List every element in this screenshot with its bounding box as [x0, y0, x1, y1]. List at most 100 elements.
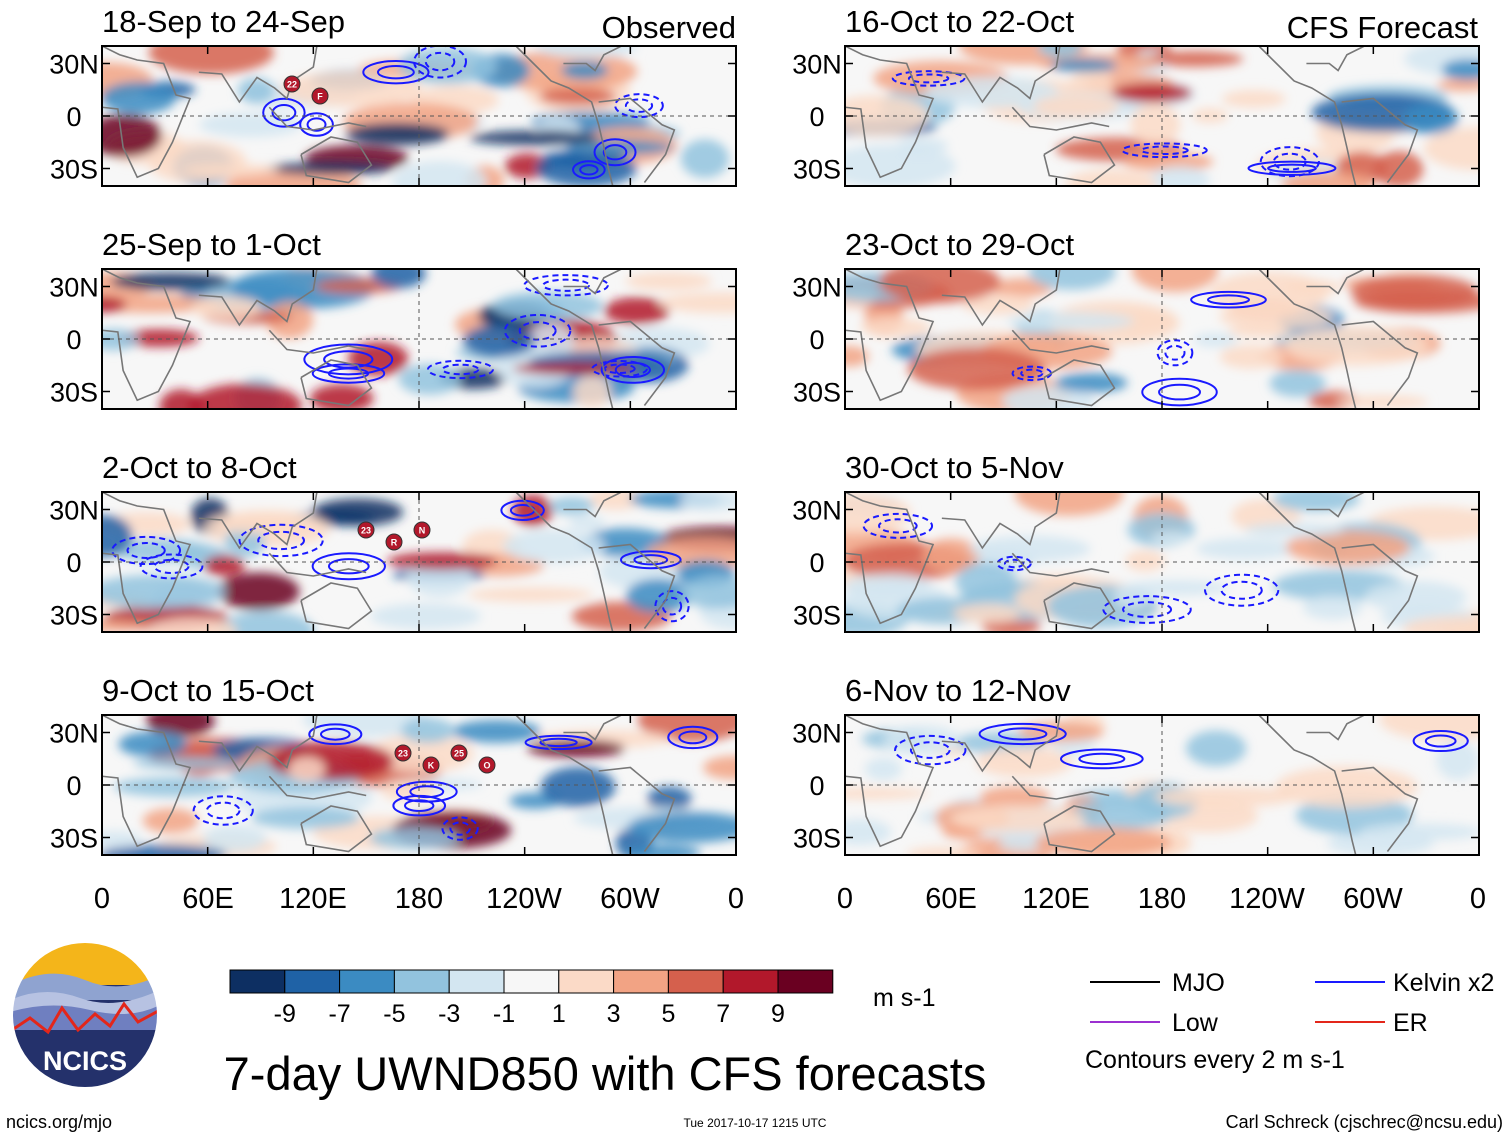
kelvin-contour: [413, 46, 467, 79]
anomaly-blob: [1219, 344, 1283, 369]
kelvin-contour: [661, 596, 683, 616]
kelvin-contour: [126, 542, 166, 559]
kelvin-contour: [539, 737, 578, 748]
anomaly-blob: [703, 755, 736, 780]
kelvin-contour: [327, 558, 370, 575]
anomaly-blob: [1379, 715, 1479, 741]
anomaly-blob: [462, 324, 536, 358]
kelvin-contour: [600, 355, 666, 384]
kelvin-contour: [449, 821, 471, 836]
anomaly-blob: [1402, 616, 1479, 632]
kelvin-contour: [1059, 748, 1144, 770]
anomaly-blob: [1364, 580, 1467, 614]
anomaly-field: [102, 492, 736, 632]
anomaly-blob: [132, 757, 238, 770]
coastlines: [845, 715, 1419, 855]
coastlines: [102, 46, 676, 186]
anomaly-blob: [302, 715, 431, 737]
anomaly-blob: [906, 846, 981, 855]
kelvin-contour: [271, 104, 297, 122]
kelvin-contour: [1141, 377, 1218, 407]
anomaly-blob: [979, 786, 1051, 809]
kelvin-contour: [909, 741, 951, 759]
colorbar-tick-label: 3: [607, 1000, 621, 1028]
colorbar-swatch: [229, 969, 286, 994]
kelvin-contour: [308, 723, 363, 746]
storm-marker: F: [311, 87, 329, 105]
colorbar-tick-label: 7: [716, 1000, 730, 1028]
kelvin-contour: [362, 60, 430, 85]
lat-tick-label: 0: [66, 771, 81, 801]
storm-marker: N: [413, 521, 431, 539]
panel-title: 2-Oct to 8-Oct: [102, 450, 297, 485]
lon-tick-label: 120W: [1229, 883, 1305, 915]
lat-tick-label: 30N: [49, 719, 99, 749]
anomaly-blob: [1125, 550, 1165, 572]
anomaly-blob: [369, 734, 474, 773]
kelvin-contour: [238, 523, 324, 558]
lat-tick-label: 0: [809, 102, 824, 132]
panel-title: 6-Nov to 12-Nov: [845, 673, 1071, 708]
anomaly-blob: [102, 294, 219, 314]
kelvin-contour: [624, 98, 654, 113]
kelvin-contour: [1158, 383, 1202, 401]
kelvin-contour: [614, 361, 652, 378]
anomaly-blob: [217, 611, 315, 632]
anomaly-blob: [1350, 274, 1478, 309]
kelvin-contour: [441, 816, 479, 841]
panel-title: 30-Oct to 5-Nov: [845, 450, 1064, 485]
lat-tick-label: 30S: [50, 824, 98, 854]
anomaly-blob: [953, 603, 1021, 624]
colorbar-tick-label: -3: [438, 1000, 460, 1028]
anomaly-field: [845, 269, 1479, 409]
anomaly-blob: [102, 328, 139, 351]
kelvin-contour: [1259, 146, 1320, 178]
svg-text:23: 23: [398, 749, 408, 759]
anomaly-blob: [990, 278, 1054, 298]
kelvin-contour: [678, 730, 708, 745]
kelvin-contour: [614, 93, 664, 119]
lat-tick-label: 30S: [793, 155, 841, 185]
footer-url: ncics.org/mjo: [6, 1112, 112, 1132]
anomaly-blob: [392, 160, 488, 186]
anomaly-blob: [203, 555, 245, 577]
anomaly-blob: [102, 844, 227, 855]
anomaly-blob: [288, 756, 326, 782]
storm-marker: R: [385, 533, 403, 551]
anomaly-blob: [1284, 325, 1430, 366]
anomaly-blob: [1006, 312, 1135, 331]
kelvin-contour: [205, 801, 241, 820]
kelvin-contour: [192, 795, 254, 826]
anomaly-blob: [907, 347, 1046, 391]
kelvin-contour: [572, 160, 606, 180]
anomaly-blob: [120, 329, 199, 348]
anomaly-blob: [623, 844, 701, 855]
anomaly-blob: [110, 272, 231, 291]
kelvin-contour: [667, 725, 719, 750]
kelvin-contour: [1220, 580, 1263, 600]
anomaly-blob: [1065, 169, 1157, 186]
lon-axis-left: 0 60E 120E 180 120W 60W 0: [94, 883, 744, 915]
colorbar-tick-label: -9: [274, 1000, 296, 1028]
anomaly-field: [102, 46, 729, 186]
lon-tick-label: 120W: [486, 883, 562, 915]
svg-text:O: O: [483, 761, 490, 771]
anomaly-blob: [265, 162, 394, 175]
anomaly-blob: [1185, 730, 1247, 767]
colorbar-swatch: [558, 969, 615, 994]
anomaly-blob: [102, 296, 127, 313]
anomaly-field: [845, 715, 1479, 855]
anomaly-blob: [386, 552, 498, 570]
kelvin-contour: [311, 363, 386, 384]
coastlines: [102, 715, 676, 855]
anomaly-blob: [1033, 94, 1120, 119]
map-panel: 30N 0 30S 16-Oct to 22-Oct: [792, 4, 1480, 187]
anomaly-blob: [1244, 522, 1345, 538]
anomaly-blob: [864, 757, 902, 781]
kelvin-contour: [878, 518, 918, 534]
svg-text:N: N: [419, 526, 426, 536]
kelvin-contour: [997, 727, 1048, 741]
anomaly-blob: [148, 46, 274, 75]
colorbar-units: m s-1: [873, 984, 936, 1012]
